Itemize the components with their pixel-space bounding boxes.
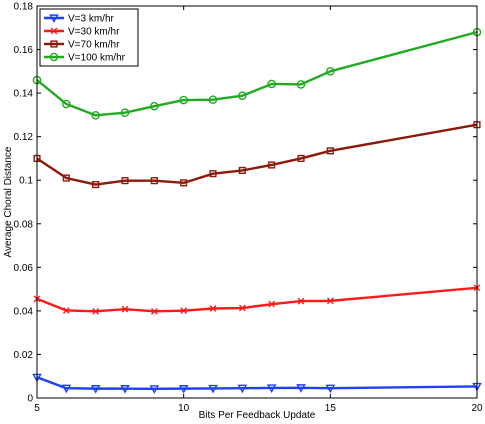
data-point <box>149 385 160 394</box>
data-point <box>92 180 100 189</box>
y-tick-label: 0.14 <box>14 89 34 100</box>
data-point <box>150 177 158 185</box>
y-tick-label: 0.16 <box>14 45 34 56</box>
data-point <box>180 307 188 315</box>
x-tick-label: 20 <box>471 403 483 414</box>
data-point <box>179 95 188 105</box>
data-point <box>268 161 276 169</box>
data-point <box>178 385 189 394</box>
legend-marker <box>50 27 58 35</box>
legend-label: V=70 km/hr <box>68 40 120 51</box>
data-point <box>208 384 218 394</box>
series-line <box>36 376 478 391</box>
data-point <box>326 147 334 155</box>
x-tick-label: 15 <box>325 403 337 414</box>
data-point <box>120 385 130 394</box>
legend-marker <box>49 14 59 24</box>
data-point <box>267 79 276 89</box>
y-axis-label: Average Choral Distance <box>3 146 14 257</box>
data-point <box>208 95 218 104</box>
plot-frame <box>36 5 478 399</box>
series-line <box>36 286 478 313</box>
data-point <box>238 304 246 312</box>
legend-entry: V=30 km/hr <box>44 27 120 38</box>
data-point <box>297 154 305 163</box>
data-point <box>120 108 130 118</box>
legend-entry: V=100 km/hr <box>44 53 126 64</box>
data-point <box>325 384 336 394</box>
legend-label: V=3 km/hr <box>68 14 115 25</box>
legend-entry: V=3 km/hr <box>44 14 115 25</box>
data-point <box>296 384 306 393</box>
data-point <box>150 101 159 111</box>
data-point <box>180 179 188 187</box>
data-point <box>296 80 306 89</box>
y-tick-label: 0.06 <box>14 263 34 274</box>
y-tick-label: 0.12 <box>14 132 34 143</box>
data-point <box>268 300 276 308</box>
data-point <box>90 385 101 394</box>
data-point <box>297 297 305 305</box>
data-point <box>62 99 71 109</box>
plot-area <box>37 6 477 398</box>
legend-entry: V=70 km/hr <box>44 40 120 51</box>
data-point <box>61 384 72 394</box>
series-line <box>36 123 478 186</box>
legend-marker <box>50 40 58 48</box>
axes-layer: 5 10 15 20 0 0.02 0.04 0.06 0.08 0.1 0.12 0.14 0.16 0… <box>14 2 483 415</box>
y-tick-label: 0.18 <box>14 2 34 13</box>
data-point <box>326 297 334 305</box>
series-line <box>36 30 478 117</box>
legend-label: V=100 km/hr <box>68 53 126 64</box>
y-tick-label: 0.02 <box>14 350 34 361</box>
series-3 <box>33 121 481 189</box>
x-tick-label: 10 <box>178 403 190 414</box>
plot-background <box>37 6 477 398</box>
data-point <box>237 384 248 394</box>
data-point <box>209 305 217 312</box>
data-point <box>62 174 70 182</box>
y-tick-label: 0 <box>27 394 33 405</box>
legend-label: V=30 km/hr <box>68 27 120 38</box>
data-point <box>326 67 335 76</box>
data-point <box>266 384 277 394</box>
data-point <box>150 307 158 315</box>
data-point <box>121 305 129 313</box>
y-tick-label: 0.04 <box>14 306 34 317</box>
y-tick-label: 0.08 <box>14 219 34 230</box>
x-tick-label: 5 <box>34 403 40 414</box>
data-point <box>92 307 100 315</box>
x-axis-label: Bits Per Feedback Update <box>199 410 316 421</box>
data-point <box>62 307 70 314</box>
data-point <box>238 166 246 175</box>
legend-marker <box>49 52 59 62</box>
legend: V=3 km/hr V=30 km/hr V=70 km/hr V=100 km/hr <box>39 8 139 67</box>
data-point <box>238 91 247 101</box>
y-tick-label: 0.1 <box>19 176 33 187</box>
data-point <box>209 170 217 178</box>
data-point <box>121 177 129 185</box>
series-1 <box>32 373 482 394</box>
data-point <box>91 111 100 120</box>
